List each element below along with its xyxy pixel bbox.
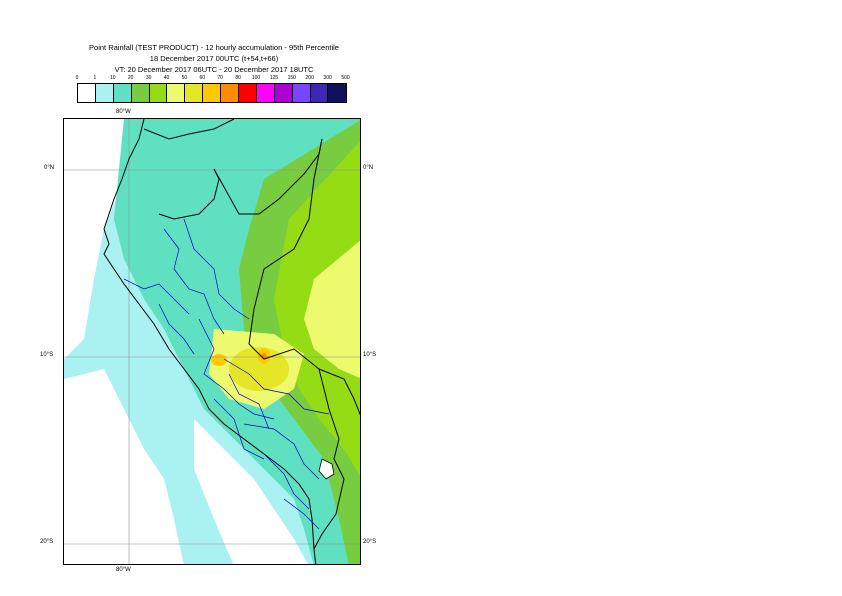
dry-zone-west <box>64 119 134 359</box>
band-40mm <box>304 240 360 379</box>
legend-label: 100 <box>251 75 261 81</box>
legend-label: 1 <box>93 75 97 81</box>
legend-label: 125 <box>269 75 279 81</box>
legend-swatch <box>78 84 96 102</box>
legend-label: 70 <box>217 75 223 81</box>
legend-label: 150 <box>287 75 296 81</box>
legend-label: 30 <box>145 75 152 81</box>
legend-label: 50 <box>181 75 188 81</box>
legend-label: 40 <box>163 75 170 81</box>
left-lat-0-label: 0°N <box>44 165 55 171</box>
legend-swatch <box>292 84 311 102</box>
legend-swatch <box>256 84 275 102</box>
legend-labels: 0 1 10 20 30 40 50 60 70 80 100 125 150 200 300 500 <box>70 75 360 83</box>
coastline <box>103 119 317 564</box>
legend-swatch <box>203 84 222 102</box>
legend-swatch <box>167 84 186 102</box>
brazil-bolivia-border <box>318 368 360 416</box>
color-legend <box>77 83 348 103</box>
hotspot-60mm-west <box>211 354 227 366</box>
legend-swatch <box>149 84 168 102</box>
right-lat-20s-label: 20°S <box>363 539 377 545</box>
right-lat-10s-label: 10°S <box>363 352 377 358</box>
legend-swatch <box>131 84 150 102</box>
map-title-line-3: VT: 20 December 2017 06UTC - 20 December… <box>114 65 314 74</box>
legend-label: 60 <box>199 75 206 81</box>
map-title-line-2: 18 December 2017 00UTC (t+54,t+66) <box>149 54 279 63</box>
legend-label: 500 <box>341 75 350 81</box>
dry-zone-coast-south <box>194 419 308 564</box>
peru-brazil-border <box>248 138 345 550</box>
regional-borders <box>123 218 330 530</box>
left-lat-20s-label: 20°S <box>40 539 54 545</box>
legend-label: 80 <box>235 75 241 81</box>
legend-swatch <box>239 84 257 102</box>
legend-swatch <box>274 84 293 102</box>
ecuador-colombia-border <box>143 119 235 140</box>
legend-swatch <box>113 84 132 102</box>
top-longitude-label: 80°W <box>116 109 131 115</box>
legend-label: 10 <box>110 75 116 81</box>
legend-label: 300 <box>323 75 332 81</box>
lake-titicaca <box>318 458 335 480</box>
rainfall-map <box>63 118 361 565</box>
legend-swatch <box>310 84 329 102</box>
right-lat-0-label: 0°N <box>363 165 374 171</box>
dry-zone-southwest <box>64 369 184 564</box>
graticule <box>64 119 360 564</box>
legend-swatch <box>221 84 240 102</box>
map-title-line-1: Point Rainfall (TEST PRODUCT) - 12 hourl… <box>89 43 339 52</box>
legend-label: 20 <box>127 75 134 81</box>
legend-swatch <box>185 84 204 102</box>
legend-swatch <box>95 84 114 102</box>
legend-label: 200 <box>305 75 314 81</box>
left-lat-10s-label: 10°S <box>40 352 54 358</box>
bottom-longitude-label: 80°W <box>116 567 131 573</box>
legend-label: 0 <box>75 75 79 81</box>
band-50mm-central <box>229 347 289 391</box>
legend-swatch <box>328 84 347 102</box>
